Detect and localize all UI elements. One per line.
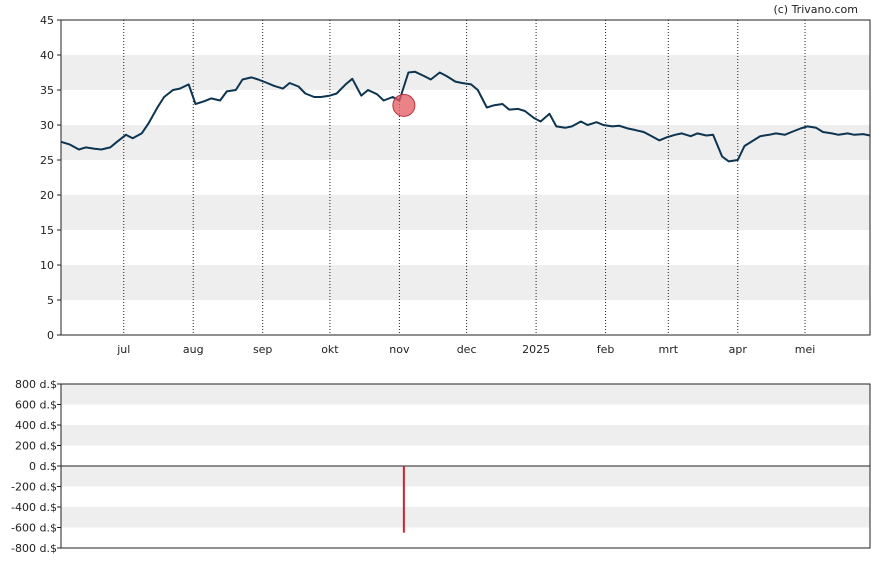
transaction-plot-frame <box>60 383 871 549</box>
transaction-marker <box>392 93 416 117</box>
credit-label: (c) Trivano.com <box>773 3 858 16</box>
transaction-y-tick-label: 400 d.$ <box>15 419 57 432</box>
price-y-tick-label: 30 <box>40 119 54 132</box>
price-y-tick-label: 0 <box>47 329 54 342</box>
price-series-line <box>60 70 871 163</box>
price-x-tick-label: mei <box>795 343 816 356</box>
price-x-tick-label: nov <box>389 343 410 356</box>
transaction-y-tick-label: 800 d.$ <box>15 378 57 391</box>
price-x-tick-label: feb <box>597 343 615 356</box>
price-y-tick-label: 45 <box>40 14 54 27</box>
price-x-tick-label: jul <box>116 343 130 356</box>
price-y-tick-label: 35 <box>40 84 54 97</box>
price-y-tick-label: 15 <box>40 224 54 237</box>
price-x-tick-label: mrt <box>659 343 679 356</box>
transaction-y-tick-label: -800 d.$ <box>11 542 57 555</box>
price-grid-band <box>61 125 870 160</box>
transaction-y-tick-label: -200 d.$ <box>11 481 57 494</box>
price-y-tick-label: 40 <box>40 49 54 62</box>
transaction-grid-band <box>61 425 870 446</box>
price-x-tick-label: dec <box>457 343 477 356</box>
transaction-y-tick-label: -400 d.$ <box>11 501 57 514</box>
price-grid-band <box>61 55 870 90</box>
price-x-tick-label: 2025 <box>522 343 550 356</box>
price-x-tick-label: sep <box>253 343 272 356</box>
transaction-panel: 800 d.$ 600 d.$ 400 d.$ 200 d.$ 0 d.$ -200 d.… <box>11 378 871 555</box>
price-y-tick-label: 10 <box>40 259 54 272</box>
price-x-tick-label: okt <box>321 343 339 356</box>
price-y-tick-label: 5 <box>47 294 54 307</box>
transaction-y-tick-label: -600 d.$ <box>11 522 57 535</box>
transaction-grid-band <box>61 507 870 528</box>
price-grid-band <box>61 195 870 230</box>
transaction-y-tick-label: 600 d.$ <box>15 399 57 412</box>
price-grid-band <box>61 265 870 300</box>
transaction-grid-band <box>61 466 870 487</box>
price-y-tick-label: 20 <box>40 189 54 202</box>
transaction-y-tick-label: 200 d.$ <box>15 440 57 453</box>
price-x-tick-label: apr <box>729 343 748 356</box>
transaction-y-tick-label: 0 d.$ <box>29 460 57 473</box>
transaction-grid-band <box>61 384 870 405</box>
price-y-tick-label: 25 <box>40 154 54 167</box>
price-panel: jul aug sep okt nov dec 2025 feb mrt apr mei051015… <box>40 14 871 356</box>
price-x-tick-label: aug <box>183 343 204 356</box>
price-plot-frame <box>60 19 871 336</box>
